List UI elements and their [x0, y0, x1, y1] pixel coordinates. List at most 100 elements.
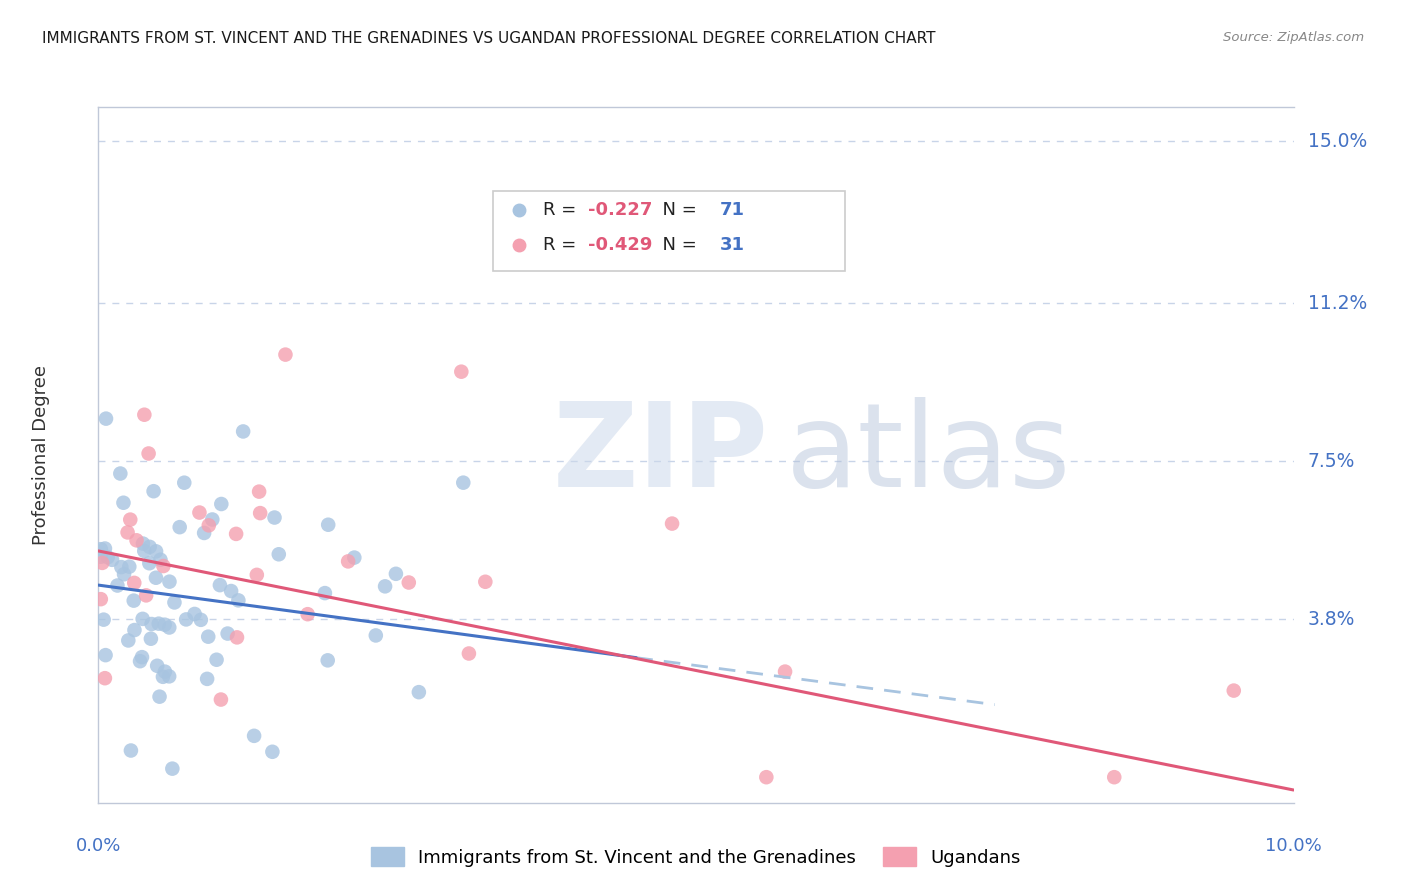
Point: [228, 593, 250, 607]
Point: [219, 584, 242, 599]
Point: [145, 544, 167, 558]
Point: [364, 628, 387, 642]
Point: [169, 520, 191, 534]
Text: IMMIGRANTS FROM ST. VINCENT AND THE GRENADINES VS UGANDAN PROFESSIONAL DEGREE CO: IMMIGRANTS FROM ST. VINCENT AND THE GREN…: [42, 31, 935, 46]
Point: [153, 665, 176, 679]
Point: [91, 556, 114, 570]
Text: ZIP: ZIP: [553, 398, 769, 512]
Point: [93, 613, 115, 627]
Point: [225, 527, 247, 541]
Point: [132, 536, 155, 550]
Point: [474, 574, 496, 589]
Text: N =: N =: [651, 235, 702, 254]
Text: 7.5%: 7.5%: [1308, 452, 1355, 471]
Point: [122, 593, 145, 607]
Point: [183, 607, 205, 621]
Point: [337, 554, 360, 568]
Point: [135, 588, 157, 602]
Point: [110, 467, 132, 481]
Point: [374, 579, 396, 593]
Point: [174, 612, 197, 626]
Point: [314, 586, 336, 600]
Point: [226, 631, 249, 645]
Text: -0.227: -0.227: [588, 201, 652, 219]
Point: [97, 550, 120, 565]
Point: [398, 575, 420, 590]
Point: [262, 745, 284, 759]
Point: [159, 574, 181, 589]
Point: [197, 518, 219, 533]
Point: [134, 544, 156, 558]
Point: [316, 653, 339, 667]
Point: [148, 616, 170, 631]
Point: [141, 617, 163, 632]
Point: [173, 475, 195, 490]
Point: [246, 567, 269, 582]
Point: [131, 650, 153, 665]
Point: [163, 595, 186, 609]
Point: [773, 665, 796, 679]
Point: [1104, 770, 1126, 784]
Point: [316, 517, 339, 532]
Point: [162, 762, 184, 776]
Point: [755, 770, 778, 784]
Point: [152, 559, 174, 574]
Point: [145, 571, 167, 585]
Point: [94, 541, 117, 556]
Point: [146, 658, 169, 673]
Point: [274, 348, 297, 362]
Point: [209, 692, 232, 706]
Point: [90, 549, 112, 564]
Point: [157, 669, 180, 683]
Point: [149, 553, 172, 567]
Point: [661, 516, 683, 531]
Point: [201, 512, 224, 526]
Point: [138, 556, 160, 570]
Text: 31: 31: [720, 235, 745, 254]
Text: 3.8%: 3.8%: [1308, 610, 1355, 629]
Point: [343, 550, 366, 565]
Text: Source: ZipAtlas.com: Source: ZipAtlas.com: [1223, 31, 1364, 45]
Point: [408, 685, 430, 699]
Text: 11.2%: 11.2%: [1308, 293, 1367, 313]
Text: Professional Degree: Professional Degree: [32, 365, 51, 545]
Point: [190, 613, 212, 627]
Point: [209, 497, 232, 511]
Point: [112, 496, 135, 510]
Point: [217, 626, 239, 640]
Point: [148, 690, 170, 704]
Point: [120, 743, 142, 757]
Point: [152, 670, 174, 684]
Point: [450, 365, 472, 379]
Point: [139, 632, 162, 646]
Point: [243, 729, 266, 743]
Point: [134, 408, 156, 422]
Point: [249, 506, 271, 520]
Point: [125, 533, 148, 548]
Point: [117, 633, 139, 648]
Point: [157, 620, 180, 634]
Legend: Immigrants from St. Vincent and the Grenadines, Ugandans: Immigrants from St. Vincent and the Gren…: [364, 840, 1028, 874]
Point: [188, 506, 211, 520]
Point: [153, 617, 176, 632]
Point: [110, 560, 132, 574]
Text: R =: R =: [543, 235, 582, 254]
Text: 0.0%: 0.0%: [76, 837, 121, 855]
Point: [90, 542, 112, 557]
Point: [117, 525, 139, 540]
Point: [120, 513, 142, 527]
Text: -0.429: -0.429: [588, 235, 652, 254]
Text: N =: N =: [651, 201, 702, 219]
Text: 71: 71: [720, 201, 745, 219]
Point: [94, 648, 117, 662]
Point: [263, 510, 285, 524]
Point: [205, 653, 228, 667]
Point: [297, 607, 319, 622]
Point: [101, 553, 124, 567]
Point: [129, 654, 152, 668]
Point: [195, 672, 218, 686]
Text: R =: R =: [543, 201, 582, 219]
Point: [138, 540, 160, 554]
Point: [458, 647, 481, 661]
Point: [385, 566, 408, 581]
